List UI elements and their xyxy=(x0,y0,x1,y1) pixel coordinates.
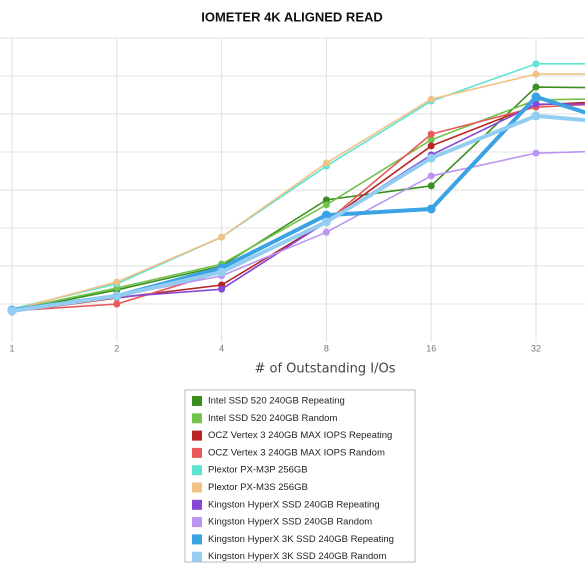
data-point xyxy=(532,60,540,68)
data-point xyxy=(532,100,540,108)
data-point xyxy=(7,306,17,316)
data-point xyxy=(322,159,330,167)
data-point xyxy=(427,142,435,150)
series-line xyxy=(11,73,585,311)
data-point xyxy=(427,95,435,103)
data-point xyxy=(321,210,331,220)
legend-swatch xyxy=(192,465,202,476)
x-tick-label: 8 xyxy=(324,343,329,353)
series-line xyxy=(11,103,585,312)
legend-swatch xyxy=(192,517,202,528)
legend-label: Kingston HyperX 3K SSD 240GB Random xyxy=(208,551,387,562)
series-line xyxy=(11,86,585,312)
data-point xyxy=(321,217,331,227)
x-tick-label: 2 xyxy=(114,343,119,353)
legend-box xyxy=(184,389,416,563)
legend-label: Plextor PX-M3S 256GB xyxy=(208,482,308,493)
legend-label: Intel SSD 520 240GB Repeating xyxy=(208,396,345,407)
data-point xyxy=(218,233,226,241)
x-tick-label: 4 xyxy=(219,343,224,353)
series-line xyxy=(11,113,585,313)
data-point xyxy=(322,228,330,236)
data-point xyxy=(217,267,227,277)
legend-swatch xyxy=(192,499,202,510)
x-tick-label: 1 xyxy=(9,343,14,353)
data-point xyxy=(113,300,121,308)
chart-title: IOMETER 4K ALIGNED READ xyxy=(201,9,383,24)
data-point xyxy=(427,182,435,190)
legend-label: Kingston HyperX SSD 240GB Random xyxy=(208,517,372,528)
data-point xyxy=(322,196,330,204)
data-point xyxy=(532,83,540,91)
legend-swatch xyxy=(192,551,202,562)
data-point xyxy=(112,291,122,301)
data-point xyxy=(218,285,226,293)
legend-label: Plextor PX-M3P 256GB xyxy=(208,465,308,476)
data-point xyxy=(531,111,541,121)
series-line xyxy=(11,63,585,310)
legend-label: Kingston HyperX 3K SSD 240GB Repeating xyxy=(208,534,394,545)
legend-label: Kingston HyperX SSD 240GB Repeating xyxy=(208,499,380,510)
legend-swatch xyxy=(192,430,202,441)
x-tick-label: 16 xyxy=(426,343,436,353)
legend-label: OCZ Vertex 3 240GB MAX IOPS Repeating xyxy=(208,430,392,441)
legend-swatch xyxy=(192,396,202,406)
data-point xyxy=(427,136,435,144)
legend-swatch xyxy=(192,447,202,458)
data-point xyxy=(427,130,435,138)
data-point xyxy=(426,204,436,214)
data-point xyxy=(322,201,330,209)
legend-label: OCZ Vertex 3 240GB MAX IOPS Random xyxy=(208,447,385,458)
plot-area xyxy=(0,37,585,342)
data-point xyxy=(113,278,121,286)
legend-label: Intel SSD 520 240GB Random xyxy=(208,413,337,424)
legend-swatch xyxy=(192,482,202,493)
data-point xyxy=(532,149,540,157)
legend-swatch xyxy=(192,534,202,545)
legend-swatch xyxy=(192,413,202,424)
data-point xyxy=(426,153,436,163)
x-tick-label: 32 xyxy=(531,343,541,353)
data-point xyxy=(531,92,541,102)
x-axis-label: # of Outstanding I/Os xyxy=(254,362,395,377)
data-point xyxy=(532,70,540,78)
data-point xyxy=(427,172,435,180)
